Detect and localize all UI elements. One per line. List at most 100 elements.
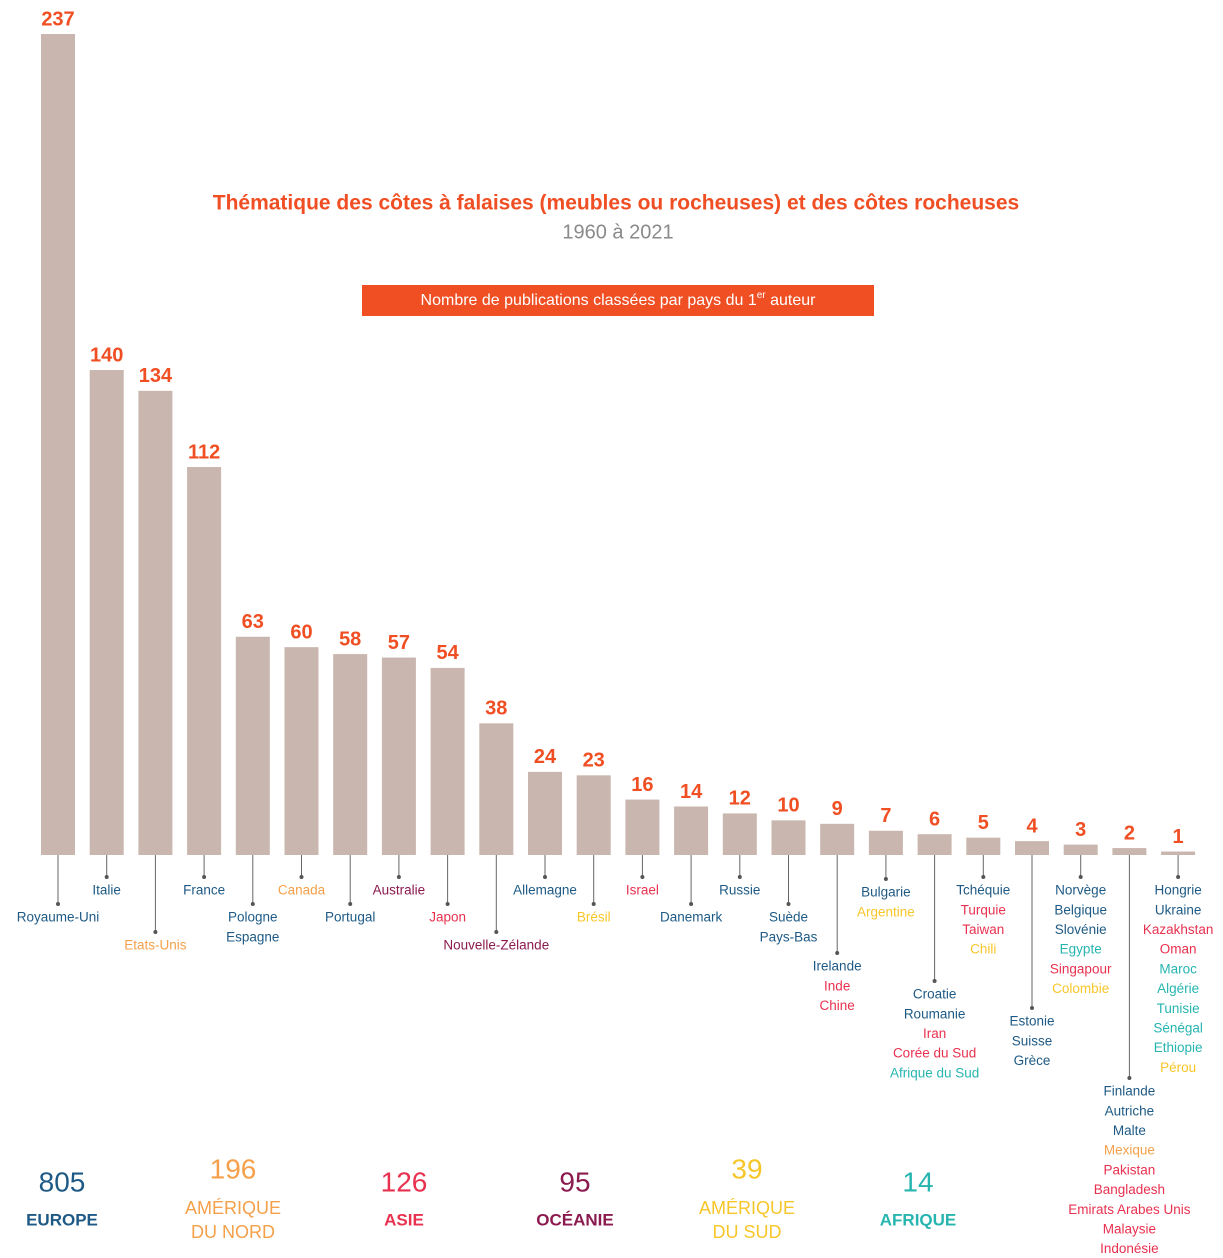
value-label: 237 — [41, 8, 74, 30]
country-label: Royaume-Uni — [17, 910, 100, 925]
value-label: 12 — [729, 788, 751, 810]
value-label: 1 — [1173, 826, 1184, 848]
country-label: Australie — [373, 883, 426, 898]
box-text-end: auteur — [766, 292, 816, 309]
bar — [1063, 844, 1098, 855]
country-label: France — [183, 883, 225, 898]
country-label: Colombie — [1052, 981, 1109, 996]
country-label: Suède — [769, 910, 808, 925]
bar — [966, 837, 1001, 855]
country-label: Allemagne — [513, 883, 577, 898]
country-label: Kazakhstan — [1143, 922, 1214, 937]
box-text-main: Nombre de publications classées par pays… — [421, 292, 757, 309]
connector-dot — [737, 875, 742, 879]
connector-dot — [591, 902, 596, 906]
country-label: Pologne — [228, 910, 278, 925]
country-label: Belgique — [1054, 902, 1107, 917]
country-label: Croatie — [913, 987, 957, 1002]
value-label: 2 — [1124, 822, 1135, 844]
country-label: Norvège — [1055, 883, 1106, 898]
bar — [430, 667, 465, 855]
total-name: OCÉANIE — [536, 1210, 613, 1229]
bar — [333, 654, 368, 855]
bar — [479, 723, 514, 855]
value-label: 134 — [139, 365, 173, 387]
country-label: Danemark — [660, 910, 723, 925]
bar — [820, 823, 855, 855]
bar — [722, 813, 757, 855]
country-label: Portugal — [325, 910, 375, 925]
connector-dot — [153, 930, 158, 934]
connector-dot — [1127, 1076, 1132, 1080]
value-label: 14 — [680, 781, 703, 803]
connector-dot — [396, 875, 401, 879]
connector-dot — [299, 875, 304, 879]
country-label: Singapour — [1050, 961, 1112, 976]
country-label: Maroc — [1159, 961, 1197, 976]
total-value: 14 — [902, 1166, 933, 1197]
country-label: Taiwan — [962, 922, 1004, 937]
connector-dot — [640, 875, 645, 879]
bar — [41, 34, 75, 855]
value-label: 16 — [631, 774, 653, 796]
bar — [1015, 841, 1049, 855]
country-label: Corée du Sud — [893, 1046, 976, 1061]
total-name: DU NORD — [191, 1222, 275, 1242]
country-label: Canada — [278, 883, 326, 898]
connector-dot — [883, 877, 888, 881]
bar — [1161, 851, 1196, 855]
country-label: Chine — [820, 998, 855, 1013]
country-label: Roumanie — [904, 1006, 966, 1021]
country-label: Japon — [429, 910, 466, 925]
country-label: Brésil — [577, 910, 611, 925]
bar — [625, 799, 660, 855]
bar — [89, 370, 124, 855]
country-label: Ethiopie — [1154, 1040, 1203, 1055]
value-label: 5 — [978, 812, 989, 834]
country-label: Finlande — [1104, 1084, 1156, 1099]
country-label: Tchéquie — [956, 883, 1010, 898]
bar — [187, 467, 222, 855]
country-label: Italie — [92, 883, 121, 898]
value-label: 140 — [90, 344, 123, 366]
value-label: 54 — [436, 642, 459, 664]
country-label: Slovénie — [1055, 922, 1107, 937]
value-label: 9 — [832, 798, 843, 820]
country-label: Estonie — [1009, 1014, 1054, 1029]
country-label: Argentine — [857, 904, 915, 919]
box-text-sup: er — [757, 290, 767, 301]
connector-dot — [932, 979, 937, 983]
country-label: Nouvelle-Zélande — [443, 938, 549, 953]
country-label: Turquie — [961, 902, 1006, 917]
total-name: DU SUD — [712, 1222, 781, 1242]
country-label: Malte — [1113, 1123, 1146, 1138]
country-label: Pakistan — [1104, 1162, 1156, 1177]
country-label: Pérou — [1160, 1060, 1196, 1075]
country-label: Algérie — [1157, 981, 1199, 996]
connector-dot — [543, 875, 547, 879]
total-name: AFRIQUE — [880, 1210, 957, 1229]
total-name: AMÉRIQUE — [185, 1198, 281, 1218]
country-label: Pays-Bas — [760, 929, 818, 944]
bar — [674, 806, 709, 855]
connector-dot — [445, 902, 450, 906]
value-label: 60 — [290, 621, 312, 643]
value-label: 112 — [188, 441, 220, 463]
connector-dot — [104, 875, 109, 879]
connector-dot — [1078, 875, 1083, 879]
value-label: 23 — [583, 750, 605, 772]
total-name: ASIE — [384, 1210, 424, 1229]
bar — [917, 834, 952, 855]
bar — [381, 657, 416, 855]
country-label: Bangladesh — [1094, 1182, 1165, 1197]
value-label: 63 — [242, 611, 264, 633]
country-label: Malaysie — [1103, 1221, 1156, 1236]
connector-dot — [348, 902, 353, 906]
country-label: Etats-Unis — [124, 938, 187, 953]
country-label: Egypte — [1060, 942, 1102, 957]
value-label: 3 — [1075, 819, 1086, 841]
country-label: Inde — [824, 978, 850, 993]
connector-dot — [494, 930, 499, 934]
country-label: Autriche — [1105, 1103, 1155, 1118]
